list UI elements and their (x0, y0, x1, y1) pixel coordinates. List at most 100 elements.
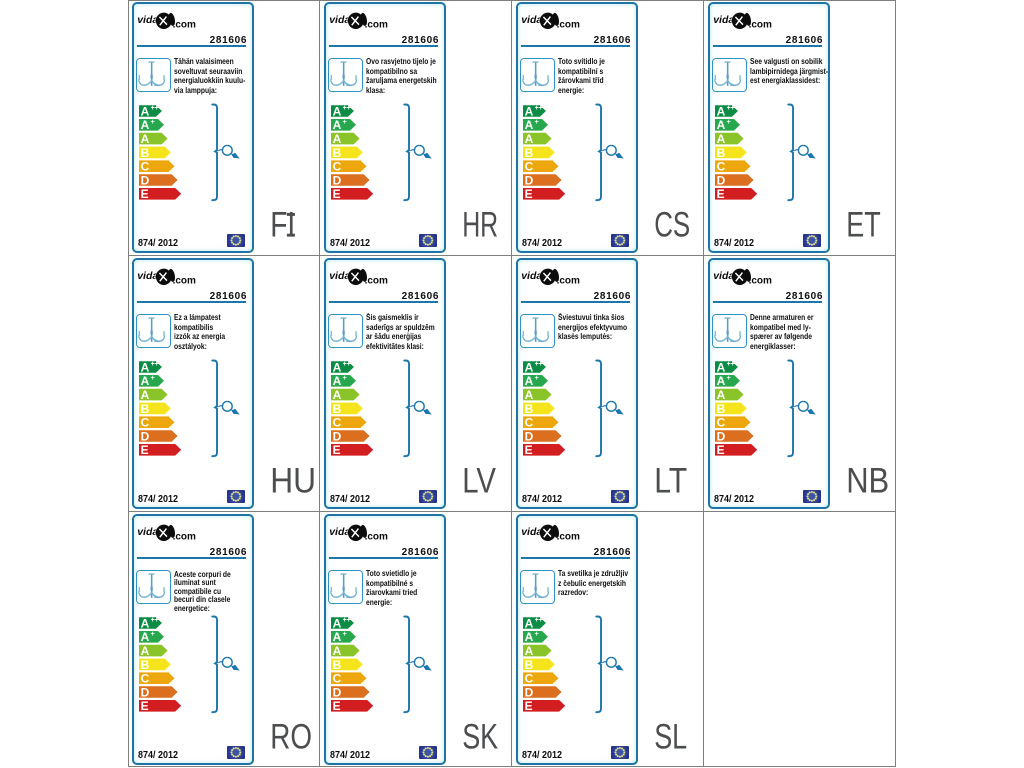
svg-text:D: D (525, 429, 534, 443)
svg-text:A: A (333, 118, 342, 132)
svg-text:vida: vida (521, 526, 542, 538)
svg-text:A: A (525, 118, 534, 132)
svg-text:A: A (141, 105, 150, 118)
svg-text:NB: NB (846, 465, 889, 497)
svg-text:+: + (343, 631, 347, 638)
svg-text:B: B (333, 402, 342, 416)
svg-text:A: A (717, 118, 726, 132)
svg-text:++: ++ (535, 617, 543, 624)
svg-text:.com: .com (557, 275, 580, 286)
svg-text:C: C (717, 416, 726, 430)
svg-text:A: A (141, 644, 150, 658)
svg-text:D: D (141, 173, 150, 187)
svg-text:HU: HU (270, 465, 316, 497)
svg-text:+: + (535, 119, 539, 126)
svg-text:++: ++ (151, 361, 159, 368)
svg-text:D: D (141, 429, 150, 443)
svg-text:A: A (525, 361, 534, 374)
svg-text:C: C (525, 416, 534, 430)
svg-text:A: A (141, 118, 150, 132)
svg-text:vida: vida (713, 270, 734, 282)
svg-text:.com: .com (557, 19, 580, 30)
svg-text:A: A (525, 388, 534, 402)
svg-text:A: A (333, 388, 342, 402)
svg-text:.com: .com (173, 275, 196, 286)
svg-text:C: C (717, 160, 726, 174)
svg-text:B: B (525, 658, 534, 672)
svg-text:A: A (525, 132, 534, 146)
svg-text:A: A (333, 132, 342, 146)
svg-text:+: + (727, 119, 731, 126)
svg-text:D: D (717, 429, 726, 443)
svg-text:B: B (717, 146, 726, 160)
svg-text:vida: vida (521, 270, 542, 282)
svg-text:A: A (141, 361, 150, 374)
svg-text:B: B (333, 146, 342, 160)
svg-text:.com: .com (365, 19, 388, 30)
svg-text:CS: CS (654, 209, 690, 241)
svg-text:+: + (151, 631, 155, 638)
svg-text:E: E (333, 187, 341, 201)
svg-text:B: B (525, 402, 534, 416)
svg-text:++: ++ (727, 105, 735, 112)
svg-text:A: A (141, 617, 150, 630)
svg-text:E: E (333, 699, 341, 713)
svg-text:++: ++ (535, 361, 543, 368)
svg-text:+: + (535, 631, 539, 638)
svg-text:ET: ET (846, 209, 881, 241)
svg-text:vida: vida (137, 14, 158, 26)
svg-text:B: B (141, 658, 150, 672)
svg-text:vida: vida (521, 14, 542, 26)
svg-text:A: A (141, 388, 150, 402)
svg-text:+: + (535, 375, 539, 382)
svg-text:E: E (525, 443, 533, 457)
svg-text:++: ++ (343, 105, 351, 112)
svg-text:vida: vida (137, 270, 158, 282)
svg-text:D: D (141, 685, 150, 699)
svg-text:C: C (141, 160, 150, 174)
svg-text:++: ++ (343, 617, 351, 624)
svg-text:A: A (717, 388, 726, 402)
svg-text:vida: vida (137, 526, 158, 538)
svg-text:B: B (333, 658, 342, 672)
svg-text:E: E (141, 187, 149, 201)
svg-text:B: B (141, 402, 150, 416)
svg-text:++: ++ (151, 105, 159, 112)
svg-text:A: A (717, 361, 726, 374)
svg-text:E: E (717, 443, 725, 457)
svg-text:vida: vida (329, 526, 350, 538)
svg-text:A: A (717, 105, 726, 118)
svg-text:A: A (141, 630, 150, 644)
svg-text:++: ++ (535, 105, 543, 112)
svg-text:E: E (333, 443, 341, 457)
svg-text:RO: RO (270, 721, 312, 753)
svg-text:A: A (717, 374, 726, 388)
svg-text:A: A (525, 374, 534, 388)
svg-text:E: E (525, 699, 533, 713)
svg-text:A: A (333, 105, 342, 118)
svg-text:SL: SL (654, 721, 687, 753)
svg-text:SK: SK (462, 721, 498, 753)
svg-text:D: D (333, 173, 342, 187)
svg-text:A: A (717, 132, 726, 146)
svg-text:++: ++ (151, 617, 159, 624)
svg-text:A: A (525, 644, 534, 658)
svg-text:C: C (141, 672, 150, 686)
svg-text:.com: .com (749, 275, 772, 286)
svg-text:+: + (727, 375, 731, 382)
svg-text:C: C (525, 672, 534, 686)
svg-text:A: A (525, 105, 534, 118)
svg-text:E: E (141, 443, 149, 457)
svg-text:A: A (141, 374, 150, 388)
svg-text:B: B (717, 402, 726, 416)
svg-text:A: A (525, 630, 534, 644)
svg-text:+: + (343, 119, 347, 126)
svg-text:A: A (333, 617, 342, 630)
svg-text:+: + (343, 375, 347, 382)
svg-text:++: ++ (727, 361, 735, 368)
svg-text:A: A (525, 617, 534, 630)
svg-text:C: C (333, 416, 342, 430)
svg-text:C: C (525, 160, 534, 174)
svg-text:A: A (333, 374, 342, 388)
svg-text:vida: vida (713, 14, 734, 26)
